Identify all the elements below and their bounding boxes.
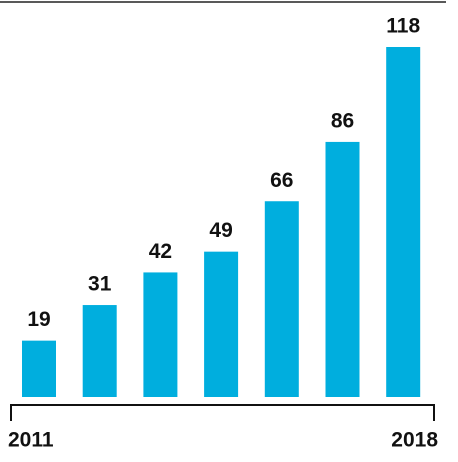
value-label: 118 [386, 15, 420, 38]
bar [22, 340, 56, 397]
value-label: 42 [149, 240, 172, 263]
bar [82, 305, 117, 397]
value-label: 66 [270, 169, 293, 192]
value-label: 86 [331, 109, 354, 132]
bar [386, 47, 421, 397]
x-tick-label: 2011 [8, 429, 54, 452]
value-label: 31 [88, 273, 112, 296]
value-label: 19 [27, 308, 50, 331]
bar [264, 201, 299, 397]
bar [143, 272, 178, 397]
x-tick-label: 2018 [391, 429, 438, 452]
value-label: 49 [209, 219, 232, 242]
bar [204, 251, 239, 397]
bar [325, 141, 360, 397]
